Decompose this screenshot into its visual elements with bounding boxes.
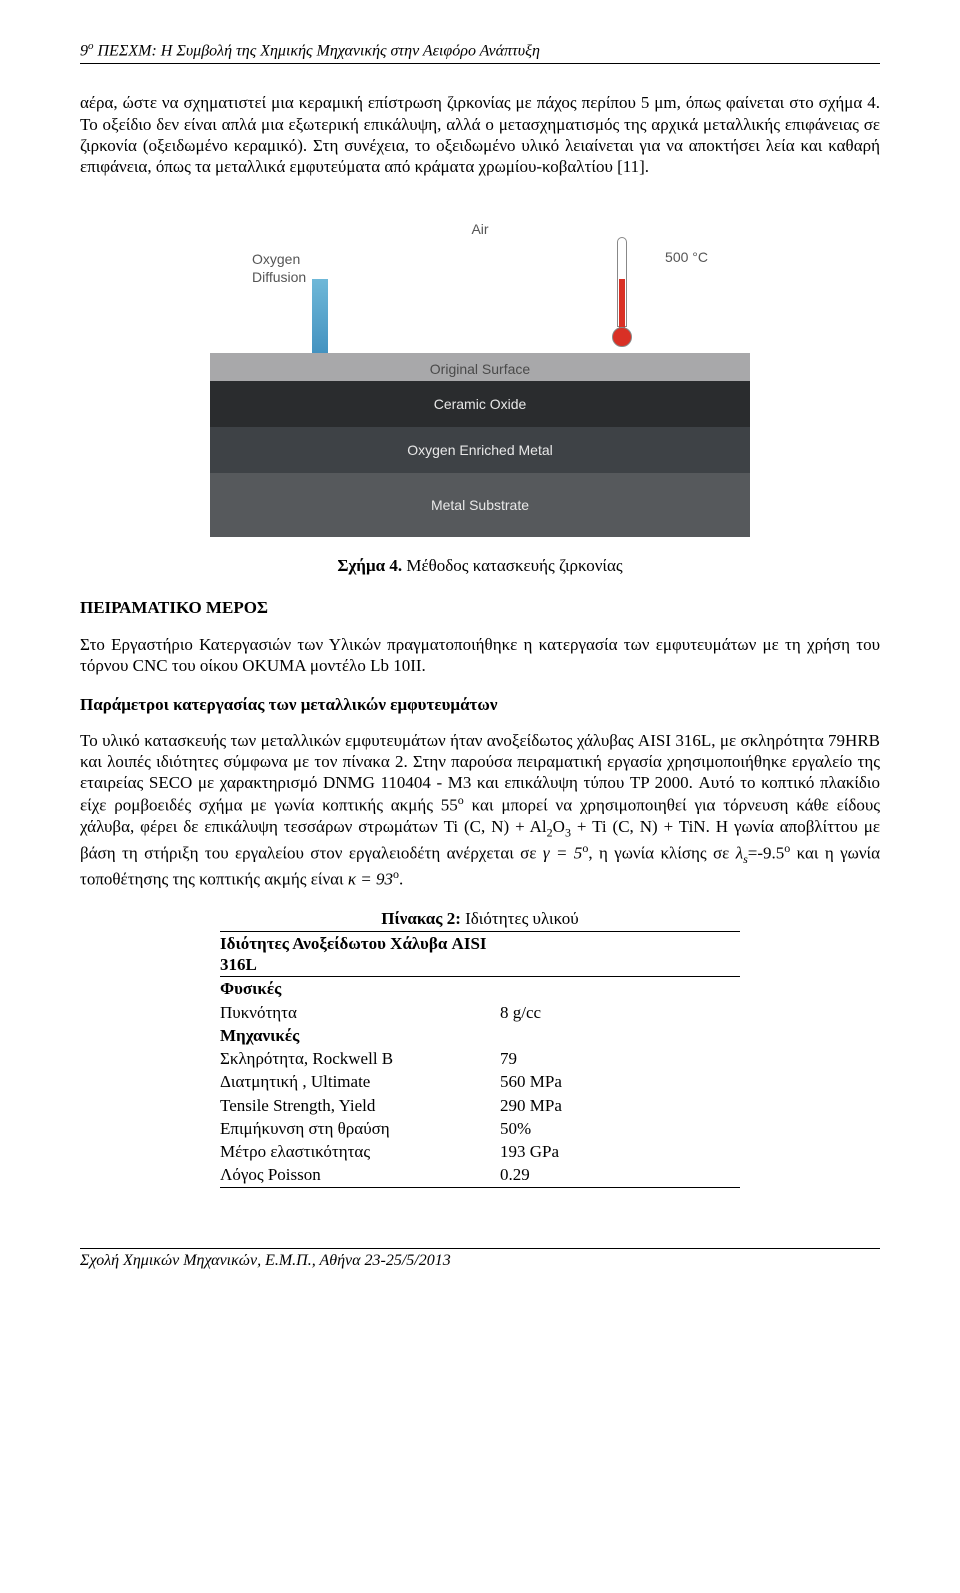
- table-head-text: Ιδιότητες Ανοξείδωτου Χάλυβα AISI 316L: [220, 933, 500, 976]
- lambda-val: =-9.5: [748, 843, 785, 862]
- table-title-bold: Πίνακας 2:: [381, 909, 461, 928]
- table-row: Σκληρότητα, Rockwell B 79: [220, 1047, 740, 1070]
- caption-label: Σχήμα 4.: [337, 556, 402, 575]
- table-val: 290 MPa: [500, 1095, 740, 1116]
- thermometer-icon: [612, 237, 632, 347]
- p3-d: , η γωνία κλίσης σε: [588, 843, 735, 862]
- o-text: O: [553, 817, 565, 836]
- table-val: 50%: [500, 1118, 740, 1139]
- table-key: Tensile Strength, Yield: [220, 1095, 500, 1116]
- header-post: ΠΕΣΧΜ: Η Συμβολή της Χημικής Μηχανικής σ…: [94, 42, 540, 59]
- kappa-val: κ = 93: [348, 869, 393, 888]
- lambda-sym: λ: [736, 843, 743, 862]
- table-key: Μέτρο ελαστικότητας: [220, 1141, 500, 1162]
- table-title-rest: Ιδιότητες υλικού: [461, 909, 579, 928]
- paragraph-3: Το υλικό κατασκευής των μεταλλικών εμφυτ…: [80, 730, 880, 890]
- figure-caption: Σχήμα 4. Μέθοδος κατασκευής ζιρκονίας: [80, 555, 880, 576]
- table-val: 193 GPa: [500, 1141, 740, 1162]
- table-key: Επιμήκυνση στη θραύση: [220, 1118, 500, 1139]
- table-row: Λόγος Poisson 0.29: [220, 1163, 740, 1187]
- page-footer: Σχολή Χημικών Μηχανικών, Ε.Μ.Π., Αθήνα 2…: [80, 1248, 880, 1271]
- table-val: 560 MPa: [500, 1071, 740, 1092]
- oxygen-text: Oxygen: [252, 251, 300, 267]
- thermometer-bulb: [612, 327, 632, 347]
- oxygen-diffusion-label: Oxygen Diffusion: [252, 251, 306, 286]
- table-key: Πυκνότητα: [220, 1002, 500, 1023]
- table-title: Πίνακας 2: Ιδιότητες υλικού: [220, 908, 740, 929]
- header-pre: 9: [80, 42, 88, 59]
- layer-oxygen-enriched: Oxygen Enriched Metal: [210, 427, 750, 473]
- section-heading: ΠΕΙΡΑΜΑΤΙΚΟ ΜΕΡΟΣ: [80, 597, 880, 618]
- table-header-row: Ιδιότητες Ανοξείδωτου Χάλυβα AISI 316L: [220, 931, 740, 978]
- table-key: Σκληρότητα, Rockwell B: [220, 1048, 500, 1069]
- table-val: 0.29: [500, 1164, 740, 1185]
- table-row: Επιμήκυνση στη θραύση 50%: [220, 1117, 740, 1140]
- layer-original-surface: Original Surface: [210, 353, 750, 381]
- table-key: Διατμητική , Ultimate: [220, 1071, 500, 1092]
- page-header: 9ο ΠΕΣΧΜ: Η Συμβολή της Χημικής Μηχανική…: [80, 40, 880, 64]
- table-key: Λόγος Poisson: [220, 1164, 500, 1185]
- temperature-label: 500 °C: [665, 249, 708, 267]
- thermometer-fill: [619, 279, 625, 329]
- table-row: Πυκνότητα 8 g/cc: [220, 1001, 740, 1024]
- properties-table: Πίνακας 2: Ιδιότητες υλικού Ιδιότητες Αν…: [220, 908, 740, 1188]
- layer-metal-substrate: Metal Substrate: [210, 473, 750, 537]
- table-section-mechanical: Μηχανικές: [220, 1025, 500, 1046]
- paragraph-1: αέρα, ώστε να σχηματιστεί μια κεραμική ε…: [80, 92, 880, 177]
- subheading: Παράμετροι κατεργασίας των μεταλλικών εμ…: [80, 694, 880, 715]
- table-val: 79: [500, 1048, 740, 1069]
- layer-ceramic-oxide: Ceramic Oxide: [210, 381, 750, 427]
- air-label: Air: [471, 221, 488, 239]
- table-row: Μέτρο ελαστικότητας 193 GPa: [220, 1140, 740, 1163]
- p3-period: .: [399, 869, 403, 888]
- table-row: Tensile Strength, Yield 290 MPa: [220, 1094, 740, 1117]
- table-section-physical: Φυσικές: [220, 978, 500, 999]
- caption-text: Μέθοδος κατασκευής ζιρκονίας: [402, 556, 623, 575]
- table-val: 8 g/cc: [500, 1002, 740, 1023]
- zirconia-method-diagram: Air Oxygen Diffusion 500 °C Original Sur…: [210, 207, 750, 537]
- gamma-val: γ = 5: [543, 843, 582, 862]
- table-row: Διατμητική , Ultimate 560 MPa: [220, 1070, 740, 1093]
- paragraph-2: Στο Εργαστήριο Κατεργασιών των Υλικών πρ…: [80, 634, 880, 677]
- diffusion-text: Diffusion: [252, 269, 306, 285]
